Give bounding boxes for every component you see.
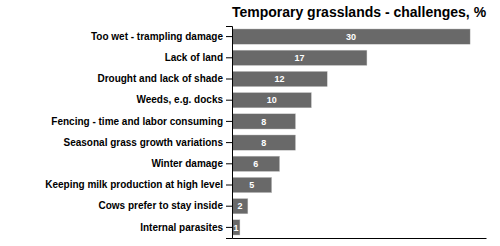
data-label: 30 — [346, 32, 356, 42]
y-tick: Fencing - time and labor consuming — [51, 116, 232, 127]
data-label: 8 — [261, 117, 266, 127]
bar — [232, 156, 280, 171]
y-tick-label: Too wet - trampling damage — [91, 31, 223, 42]
bar — [232, 114, 296, 129]
data-labels: 12568810121730 — [233, 32, 356, 233]
y-tick: Weeds, e.g. docks — [136, 94, 232, 105]
y-tick: Winter damage — [151, 158, 232, 169]
data-label: 12 — [275, 74, 285, 84]
data-label: 17 — [294, 53, 304, 63]
bar — [232, 71, 327, 86]
bar — [232, 135, 296, 150]
y-tick-label: Internal parasites — [140, 222, 223, 233]
y-axis-line — [226, 27, 233, 239]
plot-area: 12568810121730Internal parasitesCows pre… — [45, 27, 486, 239]
bar — [232, 177, 272, 192]
y-tick-label: Drought and lack of shade — [97, 73, 223, 84]
data-label: 1 — [233, 223, 238, 233]
y-tick-label: Weeds, e.g. docks — [136, 94, 223, 105]
y-tick-mark — [226, 227, 232, 228]
y-tick-label: Seasonal grass growth variations — [64, 137, 224, 148]
y-tick-mark — [226, 163, 232, 164]
bars — [232, 29, 470, 235]
bar — [232, 220, 240, 235]
y-tick-label: Cows prefer to stay inside — [99, 200, 224, 211]
y-tick-mark — [226, 36, 232, 37]
y-tick: Internal parasites — [140, 222, 232, 233]
bar — [232, 29, 470, 44]
y-tick: Seasonal grass growth variations — [64, 137, 233, 148]
y-tick: Too wet - trampling damage — [91, 31, 232, 42]
data-label: 2 — [237, 201, 242, 211]
y-tick-mark — [226, 57, 232, 58]
x-axis-line — [233, 238, 487, 239]
bar — [232, 93, 311, 108]
y-tick: Lack of land — [165, 52, 232, 63]
y-tick-mark — [226, 121, 232, 122]
y-tick-mark — [226, 100, 232, 101]
bar — [232, 199, 248, 214]
data-label: 8 — [261, 138, 266, 148]
y-tick-label: Winter damage — [151, 158, 223, 169]
bar — [232, 50, 367, 65]
y-tick: Keeping milk production at high level — [45, 179, 232, 190]
y-axis: Internal parasites Cows prefer to stay in… — [45, 27, 232, 239]
data-label: 5 — [249, 180, 254, 190]
y-tick: Cows prefer to stay inside — [99, 200, 232, 211]
chart-container: 12568810121730Internal parasitesCows pre… — [0, 0, 500, 246]
y-tick-label: Keeping milk production at high level — [45, 179, 223, 190]
chart-svg: 12568810121730Internal parasitesCows pre… — [0, 0, 500, 246]
y-tick-mark — [226, 79, 232, 80]
y-tick-mark — [226, 185, 232, 186]
y-tick-mark — [226, 206, 232, 207]
y-tick: Drought and lack of shade — [97, 73, 232, 84]
x-axis — [233, 238, 487, 239]
y-tick-label: Lack of land — [165, 52, 223, 63]
data-label: 6 — [253, 159, 258, 169]
y-tick-mark — [226, 142, 232, 143]
y-tick-label: Fencing - time and labor consuming — [51, 116, 223, 127]
data-label: 10 — [267, 95, 277, 105]
title: Temporary grasslands - challenges, % — [232, 4, 487, 20]
